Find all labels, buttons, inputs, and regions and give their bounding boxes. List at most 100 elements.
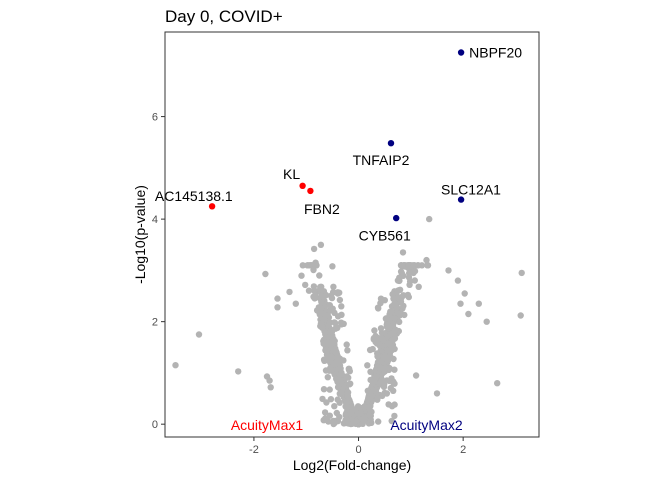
background-point xyxy=(305,287,313,294)
y-tick-label: 6 xyxy=(152,112,158,124)
background-point xyxy=(377,364,384,371)
background-point xyxy=(388,308,395,315)
background-point xyxy=(380,354,388,361)
background-point xyxy=(389,336,396,344)
background-point xyxy=(400,272,407,279)
background-point xyxy=(235,368,242,375)
background-point xyxy=(494,380,501,387)
background-point xyxy=(267,384,274,391)
background-point xyxy=(465,310,472,318)
background-point xyxy=(319,324,326,331)
background-point xyxy=(383,390,391,397)
background-point xyxy=(337,365,344,372)
background-point xyxy=(327,364,334,372)
point-label: TNFAIP2 xyxy=(353,152,410,168)
background-point xyxy=(326,302,333,309)
background-point xyxy=(338,321,345,328)
background-point xyxy=(329,289,337,296)
background-point xyxy=(349,405,357,413)
points-layer xyxy=(172,49,525,428)
group-label: AcuityMax2 xyxy=(390,417,463,433)
background-point xyxy=(454,277,462,284)
panel-border xyxy=(164,31,540,438)
background-point xyxy=(365,412,373,419)
background-point xyxy=(391,401,398,408)
background-point xyxy=(374,396,381,403)
background-point xyxy=(342,403,349,410)
background-point xyxy=(311,292,319,299)
highlighted-point xyxy=(299,182,306,189)
background-point xyxy=(412,372,420,379)
background-point xyxy=(327,396,335,403)
background-point xyxy=(322,339,329,347)
background-point xyxy=(379,337,387,344)
background-point xyxy=(334,396,341,403)
background-point xyxy=(195,331,203,338)
background-point xyxy=(372,389,380,396)
background-point xyxy=(274,295,281,302)
background-point xyxy=(323,399,330,406)
background-point xyxy=(391,366,398,373)
background-point xyxy=(475,300,482,307)
point-labels-layer: NBPF20 TNFAIP2 SLC12A1 CYB561 KL FBN2 AC145138… xyxy=(155,45,522,434)
background-point xyxy=(396,286,404,293)
background-point xyxy=(426,215,433,223)
background-point xyxy=(406,278,414,285)
highlighted-point xyxy=(307,187,314,195)
background-point xyxy=(327,307,334,314)
background-point xyxy=(317,283,324,291)
background-point xyxy=(302,281,309,289)
background-point xyxy=(338,388,345,396)
highlighted-point xyxy=(457,196,465,203)
background-point xyxy=(388,330,395,337)
background-point xyxy=(340,357,347,364)
background-point xyxy=(327,342,334,349)
background-point xyxy=(343,341,350,348)
background-point xyxy=(325,322,332,329)
background-point xyxy=(405,264,412,271)
background-point xyxy=(423,256,430,264)
point-label: CYB561 xyxy=(359,228,411,244)
background-point xyxy=(326,412,333,419)
background-point xyxy=(310,283,318,290)
background-point xyxy=(415,283,422,290)
background-point xyxy=(312,259,319,266)
background-point xyxy=(367,368,374,375)
chart-title: Day 0, COVID+ xyxy=(165,7,283,26)
background-point xyxy=(483,318,490,325)
background-point xyxy=(410,269,417,277)
background-point xyxy=(335,376,343,383)
background-point xyxy=(379,392,386,400)
background-point xyxy=(374,304,382,311)
point-label: NBPF20 xyxy=(469,45,522,61)
x-axis-title: Log2(Fold-change) xyxy=(293,457,411,473)
background-point xyxy=(323,347,330,354)
background-point xyxy=(517,312,524,319)
background-point xyxy=(364,387,371,394)
background-point xyxy=(331,337,338,345)
background-point xyxy=(343,417,351,424)
point-label: KL xyxy=(283,166,300,182)
point-label: SLC12A1 xyxy=(441,181,501,197)
background-point xyxy=(332,325,339,332)
background-point xyxy=(330,417,337,425)
background-point xyxy=(331,403,338,410)
background-point xyxy=(338,371,345,378)
background-point xyxy=(330,283,337,290)
background-point xyxy=(266,377,273,384)
background-point xyxy=(357,410,364,417)
background-point xyxy=(329,263,336,270)
x-tick-label: -2 xyxy=(249,444,259,456)
background-point xyxy=(399,249,407,256)
background-point xyxy=(396,277,403,284)
background-point xyxy=(424,262,432,269)
background-point xyxy=(346,381,353,388)
highlighted-point xyxy=(457,49,465,56)
background-point xyxy=(334,313,342,320)
background-point xyxy=(317,241,325,248)
background-point xyxy=(336,289,343,296)
background-point xyxy=(326,386,333,393)
x-tick-label: 0 xyxy=(355,444,361,456)
background-point xyxy=(366,405,373,412)
